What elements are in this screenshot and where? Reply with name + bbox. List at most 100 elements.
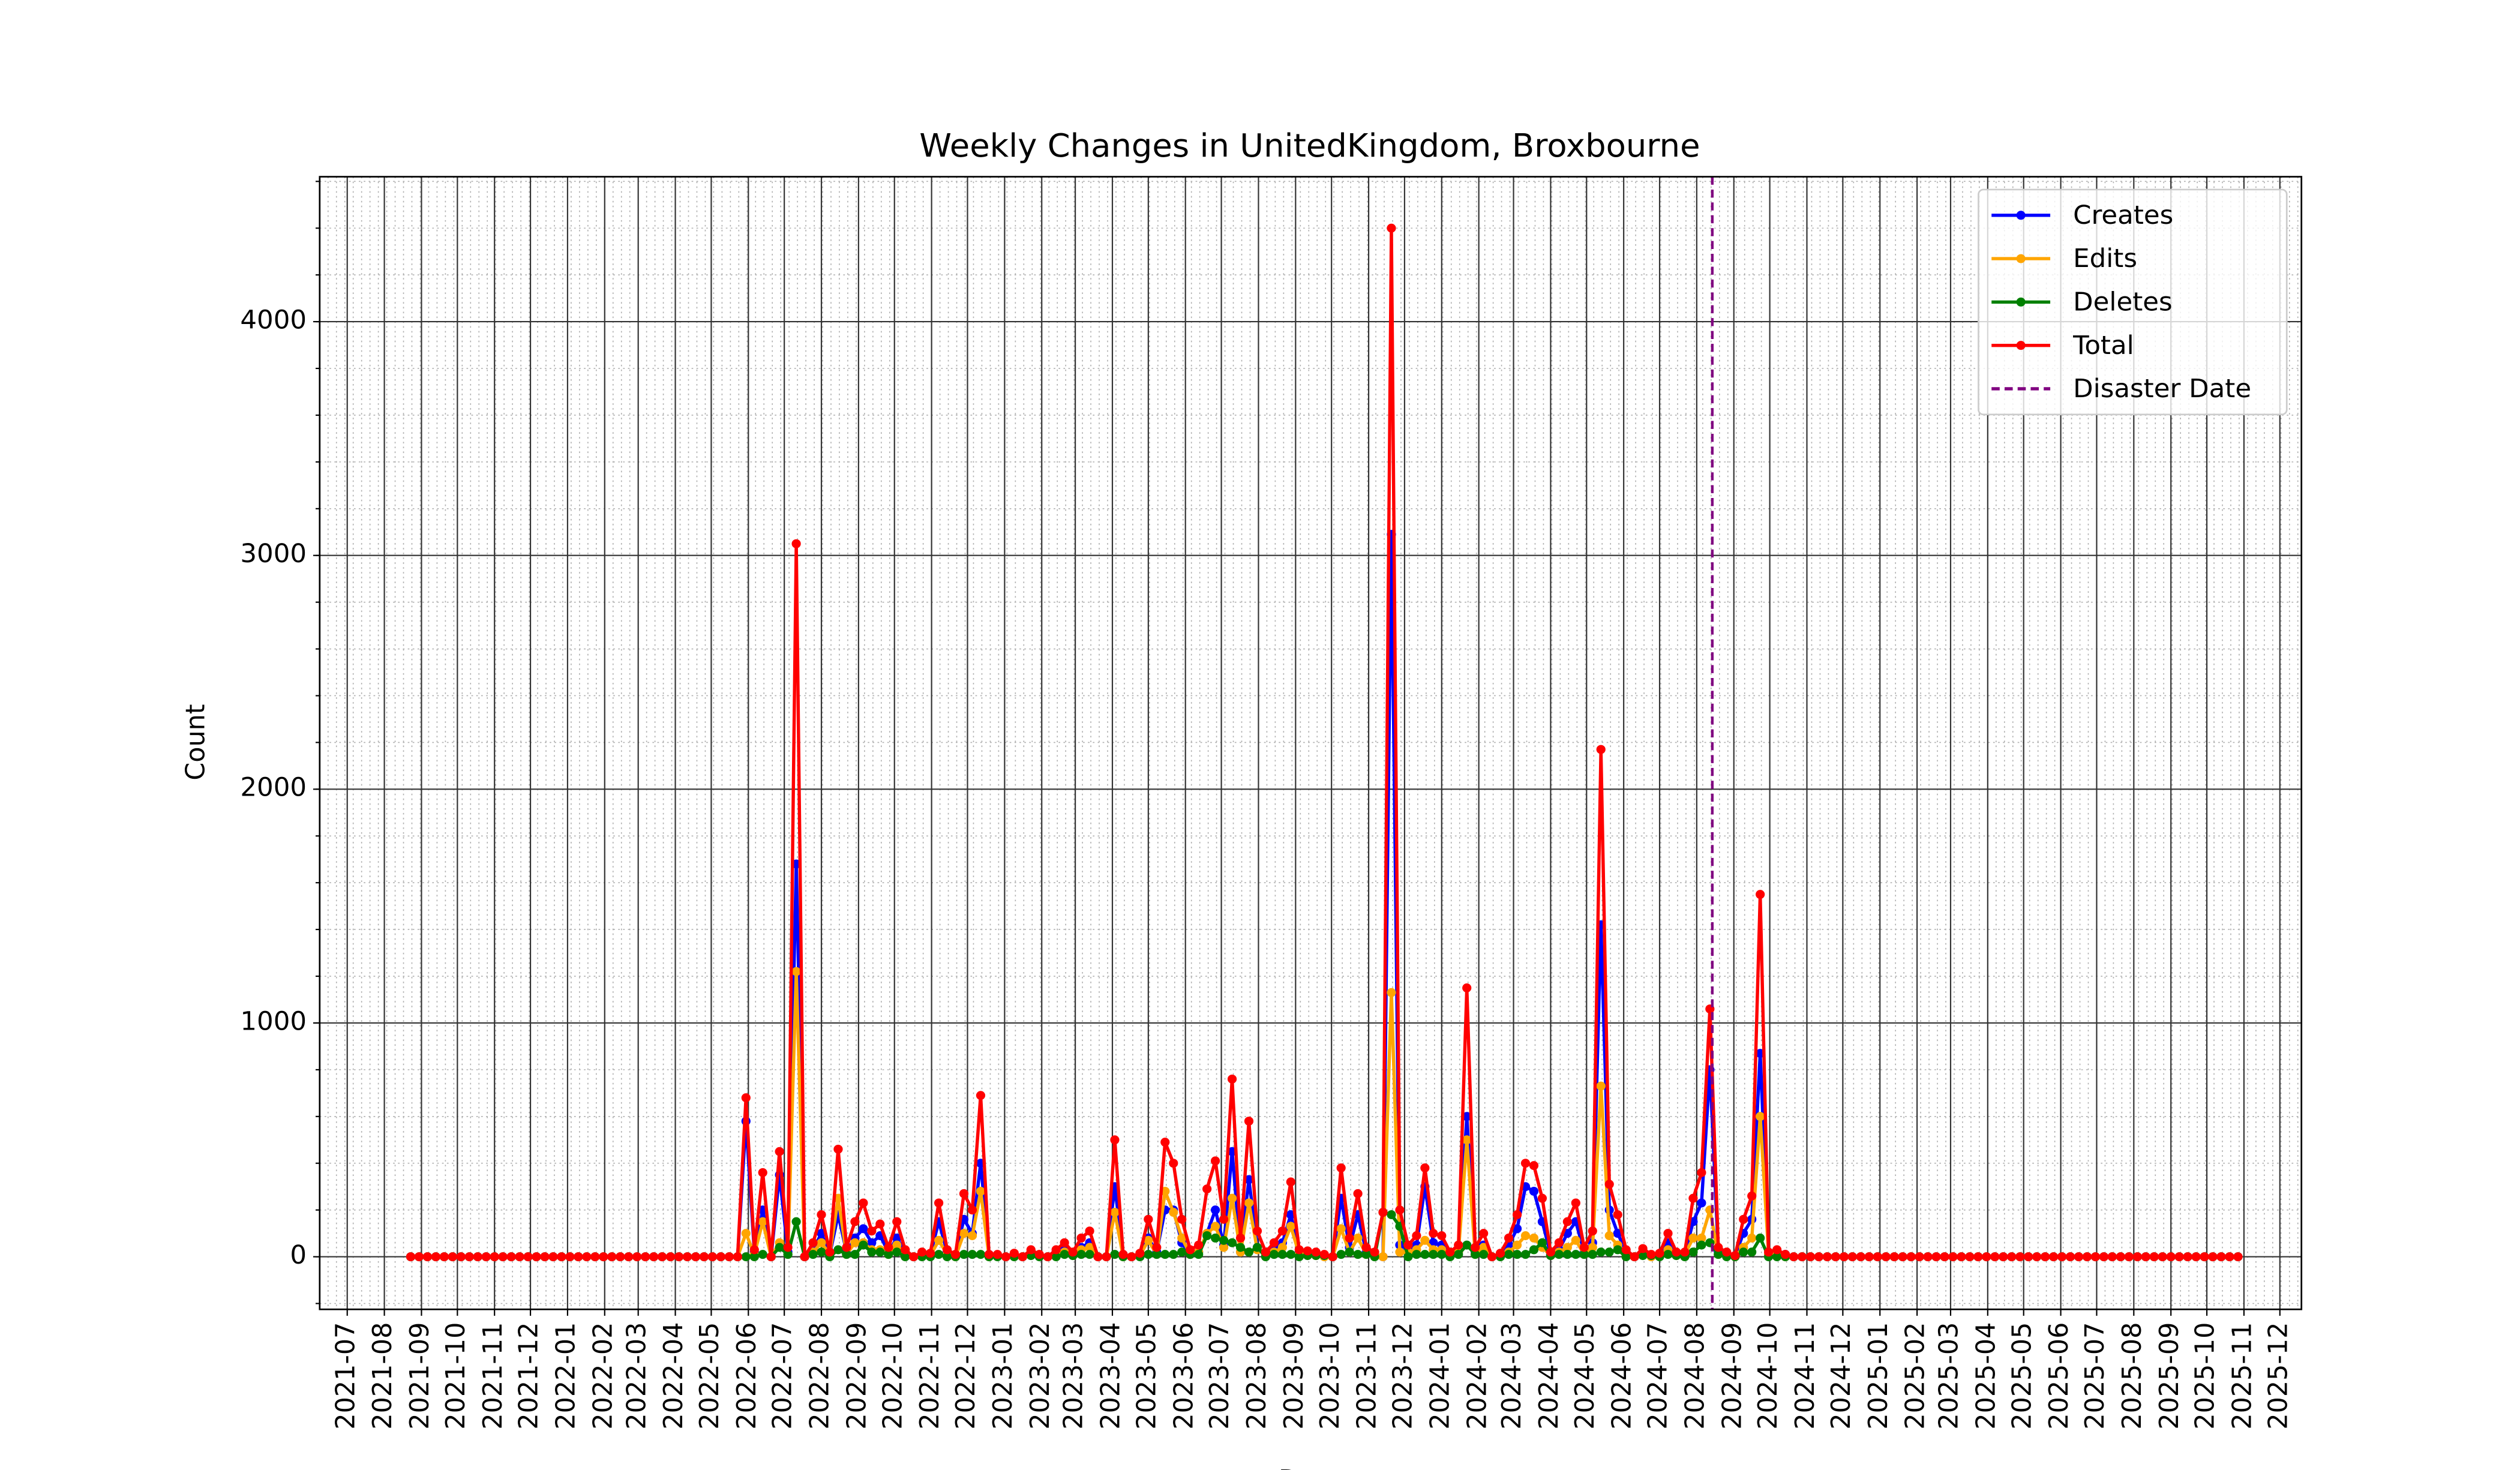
x-tick-label: 2025-02 [1900,1322,1930,1430]
x-tick-label: 2025-11 [2227,1322,2257,1430]
x-tick-label: 2024-09 [1717,1322,1747,1430]
data-point [1873,1252,1882,1262]
data-point [909,1252,919,1262]
data-point [1085,1243,1094,1252]
y-tick-label: 3000 [240,539,307,569]
x-tick-label: 2025-08 [2117,1322,2147,1430]
data-point [1269,1238,1279,1247]
data-point [1269,1250,1279,1259]
data-point [2065,1252,2075,1262]
data-point [1588,1243,1597,1252]
data-point [1110,1208,1120,1217]
x-tick-label: 2023-11 [1352,1322,1382,1430]
data-point [1948,1252,1958,1262]
data-point [1445,1247,1455,1257]
data-point [1412,1231,1421,1241]
data-point [950,1250,961,1259]
x-tick-label: 2022-01 [551,1322,581,1430]
data-point [1487,1252,1497,1262]
data-point [1571,1198,1580,1208]
x-tick-label: 2024-04 [1534,1322,1564,1430]
data-point [758,1250,767,1259]
data-point [833,1144,843,1154]
data-point [532,1252,541,1262]
data-point [1211,1156,1220,1166]
data-point [967,1250,977,1259]
data-point [548,1252,558,1262]
data-point [1714,1243,1723,1252]
data-point [1102,1252,1111,1262]
data-point [414,1252,424,1262]
data-point [1403,1240,1413,1250]
data-point [1068,1247,1078,1257]
data-point [1403,1252,1413,1262]
data-point [1211,1222,1220,1231]
data-point [1554,1238,1564,1247]
data-point [498,1252,508,1262]
data-point [1294,1245,1304,1255]
data-point [1697,1198,1706,1208]
data-point [632,1252,642,1262]
data-point [1437,1250,1447,1259]
data-point [1529,1245,1539,1255]
data-point [1110,1250,1120,1259]
data-point [1537,1193,1547,1203]
data-point [1144,1235,1153,1245]
data-point [406,1252,416,1262]
data-point [2024,1252,2033,1262]
data-point [1387,1210,1396,1219]
data-point [783,1250,793,1259]
data-point [1588,1226,1597,1236]
data-point [892,1233,902,1243]
data-point [1026,1245,1036,1255]
x-tick-label: 2021-11 [478,1322,508,1430]
data-point [1462,1112,1472,1121]
data-point [2074,1252,2084,1262]
x-tick-label: 2022-09 [842,1322,872,1430]
data-point [976,1250,986,1259]
data-point [867,1247,877,1257]
data-point [892,1240,902,1250]
data-point [1562,1217,1572,1226]
data-point [1915,1252,1924,1262]
data-point [1076,1233,1086,1243]
data-point [582,1252,592,1262]
data-point [1621,1252,1631,1262]
data-point [2158,1252,2167,1262]
data-point [1235,1243,1246,1252]
data-point [1353,1189,1363,1198]
data-point [1194,1250,1204,1259]
data-point [884,1243,893,1252]
data-point [942,1245,952,1255]
data-point [1512,1250,1522,1259]
data-point [1345,1233,1354,1243]
data-point [1076,1250,1086,1259]
data-point [783,1243,793,1252]
data-point [1152,1250,1162,1259]
data-point [833,1245,843,1255]
data-point [934,1198,944,1208]
data-point [1999,1252,2008,1262]
data-point [506,1252,516,1262]
data-point [1982,1252,1991,1262]
data-point [1387,988,1396,997]
data-point [892,1247,902,1257]
data-point [817,1247,826,1257]
data-point [422,1252,433,1262]
data-point [934,1250,944,1259]
x-tick-label: 2025-06 [2044,1322,2074,1430]
data-point [1420,1250,1430,1259]
data-point [1747,1233,1757,1243]
legend-label: Creates [2073,200,2173,230]
data-point [992,1250,1003,1259]
data-point [791,539,801,548]
data-point [1990,1252,2000,1262]
data-point [1604,1180,1614,1189]
data-point [1663,1229,1673,1238]
data-point [1219,1243,1229,1252]
data-point [758,1168,767,1177]
data-point [1688,1247,1698,1257]
data-point [1520,1159,1531,1168]
x-tick-label: 2022-03 [622,1322,652,1430]
